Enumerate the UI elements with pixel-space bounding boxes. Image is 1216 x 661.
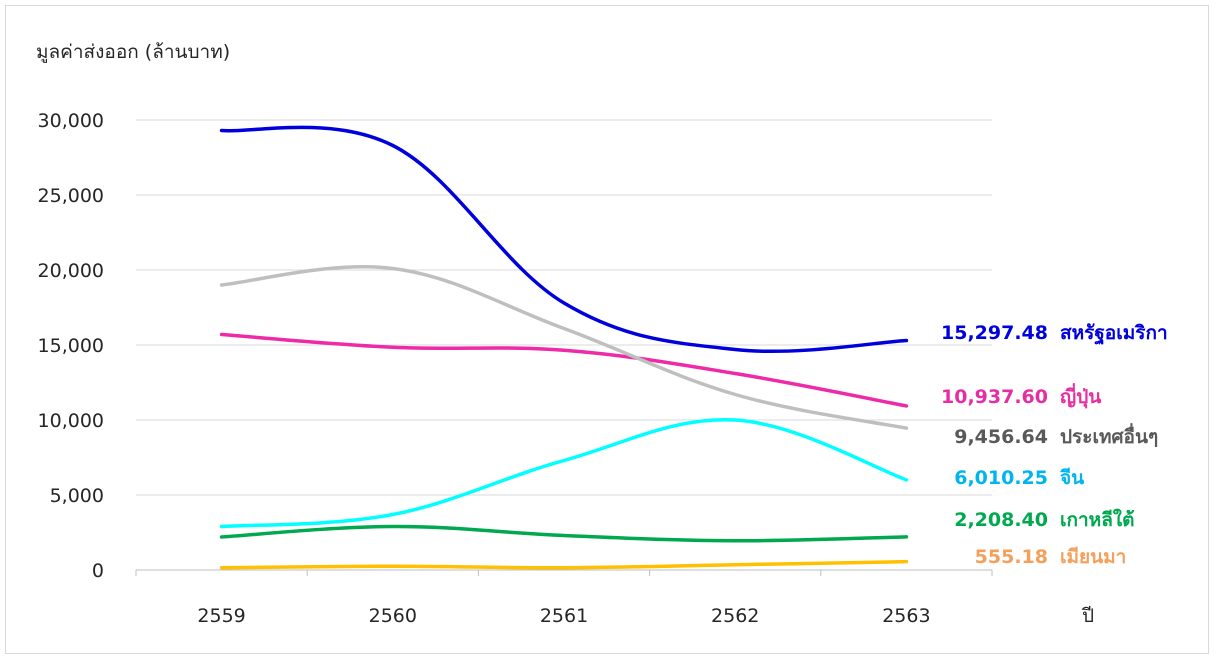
series-line — [219, 265, 909, 430]
data-label: 2,208.40 — [954, 509, 1048, 531]
end-labels: 15,297.48 สหรัฐอเมริกา 10,937.60 ญี่ปุ่น 9,4… — [941, 322, 1168, 568]
series-name-label: จีน — [1060, 467, 1084, 489]
series-line — [219, 524, 909, 543]
data-label: 555.18 — [975, 546, 1048, 568]
data-label: 6,010.25 — [954, 467, 1048, 489]
x-tick-label: 2560 — [369, 605, 417, 627]
data-label: 15,297.48 — [941, 322, 1048, 344]
series-line — [219, 332, 909, 408]
series-lines — [219, 125, 909, 570]
chart-frame — [5, 5, 1209, 654]
series-line — [219, 417, 909, 529]
series-name-label: ประเทศอื่นๆ — [1060, 423, 1158, 448]
y-tick-label: 30,000 — [38, 110, 104, 132]
series-line — [219, 559, 909, 570]
y-tick-label: 10,000 — [38, 410, 104, 432]
y-tick-label: 25,000 — [38, 185, 104, 207]
x-tick-label: 2563 — [882, 605, 930, 627]
y-tick-label: 20,000 — [38, 260, 104, 282]
series-name-label: เกาหลีใต้ — [1060, 508, 1134, 531]
gridlines — [136, 119, 992, 496]
y-tick-label: 15,000 — [38, 335, 104, 357]
y-tick-label: 0 — [92, 560, 104, 582]
series-line — [219, 125, 909, 354]
series-name-label: สหรัฐอเมริกา — [1060, 322, 1168, 346]
x-tick-label: 2561 — [540, 605, 588, 627]
data-label: 10,937.60 — [941, 386, 1048, 408]
axes: 0 5,000 10,000 15,000 20,000 25,000 30,000 2559… — [38, 110, 993, 627]
series-name-label: เมียนมา — [1060, 546, 1126, 568]
x-tick-label: 2559 — [197, 605, 245, 627]
y-axis-title: มูลค่าส่งออก (ล้านบาท) — [36, 41, 230, 63]
data-label: 9,456.64 — [954, 426, 1048, 448]
series-name-label: ญี่ปุ่น — [1060, 383, 1101, 409]
x-tick-label: 2562 — [711, 605, 759, 627]
x-axis-title: ปี — [1081, 605, 1094, 627]
y-tick-label: 5,000 — [50, 485, 104, 507]
